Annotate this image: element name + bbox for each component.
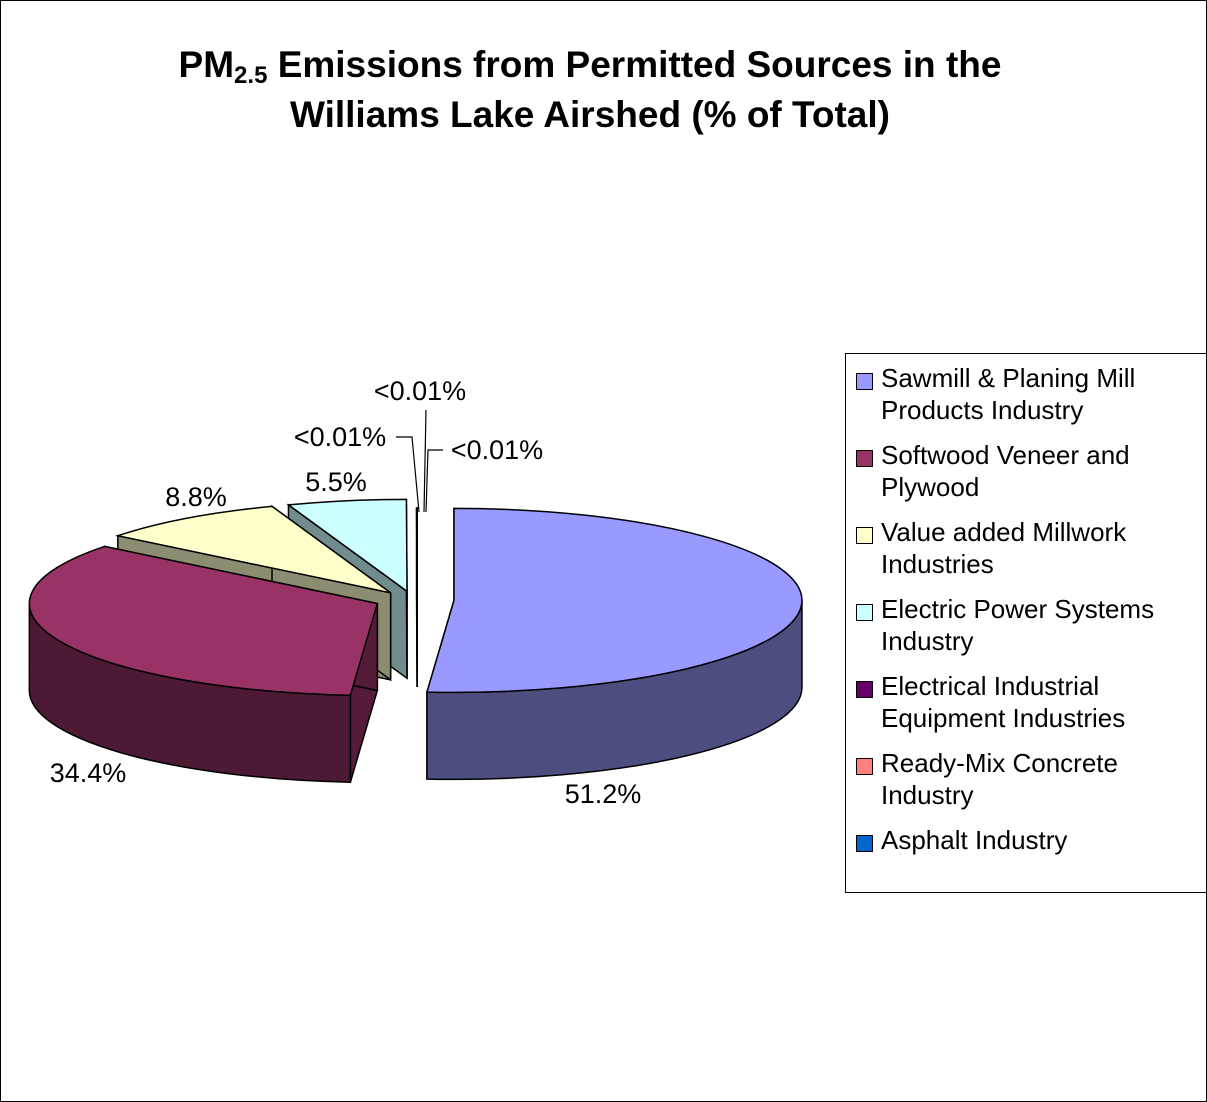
legend-label: Electric Power Systems Industry <box>881 594 1155 656</box>
slice-top <box>28 545 379 697</box>
data-label-electric-power-systems-industry: 5.5% <box>305 467 367 497</box>
data-label-asphalt-industry: <0.01% <box>451 435 543 465</box>
legend-label: Asphalt Industry <box>881 825 1068 855</box>
data-label-value-added-millwork-industries: 8.8% <box>165 482 227 512</box>
legend-label: Ready-Mix Concrete Industry <box>881 748 1118 810</box>
title-main: PM <box>178 44 235 85</box>
legend-label: Softwood Veneer and Plywood <box>881 440 1130 502</box>
slice-top <box>286 498 408 593</box>
legend-swatch <box>856 758 873 775</box>
title-subscript: 2.5 <box>234 62 268 89</box>
legend-swatch <box>856 373 873 390</box>
data-label-sawmill-and-planing-mill-products-industry: 51.2% <box>565 779 642 809</box>
slice-top <box>415 507 418 601</box>
title-rest: Emissions from Permitted Sources in the <box>267 44 1002 85</box>
legend-label: Electrical Industrial Equipment Industri… <box>881 671 1126 733</box>
leader-line <box>423 409 427 513</box>
legend-swatch <box>856 681 873 698</box>
title-line2: Williams Lake Airshed (% of Total) <box>290 94 890 135</box>
slice-softwood-veneer-and-plywood <box>28 545 379 784</box>
pie-chart: 51.2% 34.4% 8.8% 5.5% <0.01% <0.01% <0.01% <box>28 376 803 809</box>
legend: Sawmill & Planing Mill Products Industry… <box>845 353 1207 893</box>
legend-label: Sawmill & Planing Mill Products Industry <box>881 363 1136 425</box>
slice-electrical-industrial-equipment-industries <box>415 507 418 688</box>
leader-line <box>396 436 420 513</box>
data-label-softwood-veneer-and-plywood: 34.4% <box>50 758 127 788</box>
leader-line <box>425 449 443 513</box>
legend-swatch <box>856 835 873 852</box>
legend-label: Value added Millwork Industries <box>881 517 1127 579</box>
slice-sawmill-and-planing-mill-products-industry <box>425 507 803 781</box>
slice-top <box>114 505 392 594</box>
legend-swatch <box>856 604 873 621</box>
legend-swatch <box>856 450 873 467</box>
slice-top <box>425 507 803 694</box>
legend-swatch <box>856 527 873 544</box>
data-label-electrical-industrial-equipment-industries: <0.01% <box>294 422 386 452</box>
data-label-ready-mix-concrete-industry: <0.01% <box>374 376 466 406</box>
chart-title: PM2.5 Emissions from Permitted Sources i… <box>0 40 1180 140</box>
